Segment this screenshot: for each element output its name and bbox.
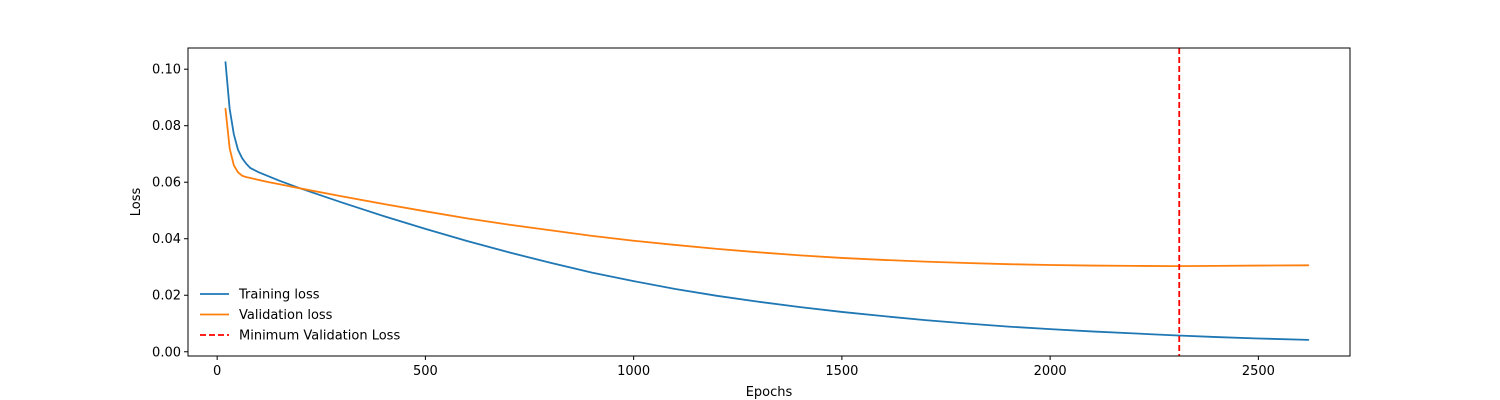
series-layer (224, 61, 1310, 341)
x-tick-label: 500 (413, 364, 438, 379)
legend-label: Minimum Validation Loss (239, 329, 400, 344)
y-tick-label: 0.10 (152, 63, 181, 78)
legend-label: Validation loss (239, 308, 333, 323)
x-tick-label: 1500 (825, 364, 858, 379)
series-line-0 (224, 61, 1310, 341)
plot-area (188, 48, 1350, 356)
series-line-1 (224, 107, 1310, 268)
y-axis-ticks: 0.00 0.02 0.04 0.06 0.08 0.10 (152, 63, 188, 360)
x-tick-label: 0 (213, 364, 221, 379)
y-tick-label: 0.06 (152, 176, 181, 191)
x-axis-title: Epochs (746, 385, 793, 400)
legend: Training loss Validation loss Minimum Vali… (200, 288, 400, 344)
y-tick-label: 0.00 (152, 345, 181, 360)
y-axis-title: Loss (129, 188, 144, 217)
y-tick-label: 0.04 (152, 232, 181, 247)
plot-frame (187, 47, 1351, 357)
x-axis-ticks: 0 500 1000 1500 2000 2500 (213, 356, 1275, 379)
y-tick-label: 0.08 (152, 119, 181, 134)
y-tick-label: 0.02 (152, 289, 181, 304)
x-tick-label: 2500 (1242, 364, 1275, 379)
legend-label: Training loss (238, 288, 320, 303)
x-tick-label: 2000 (1034, 364, 1067, 379)
x-tick-label: 1000 (617, 364, 650, 379)
